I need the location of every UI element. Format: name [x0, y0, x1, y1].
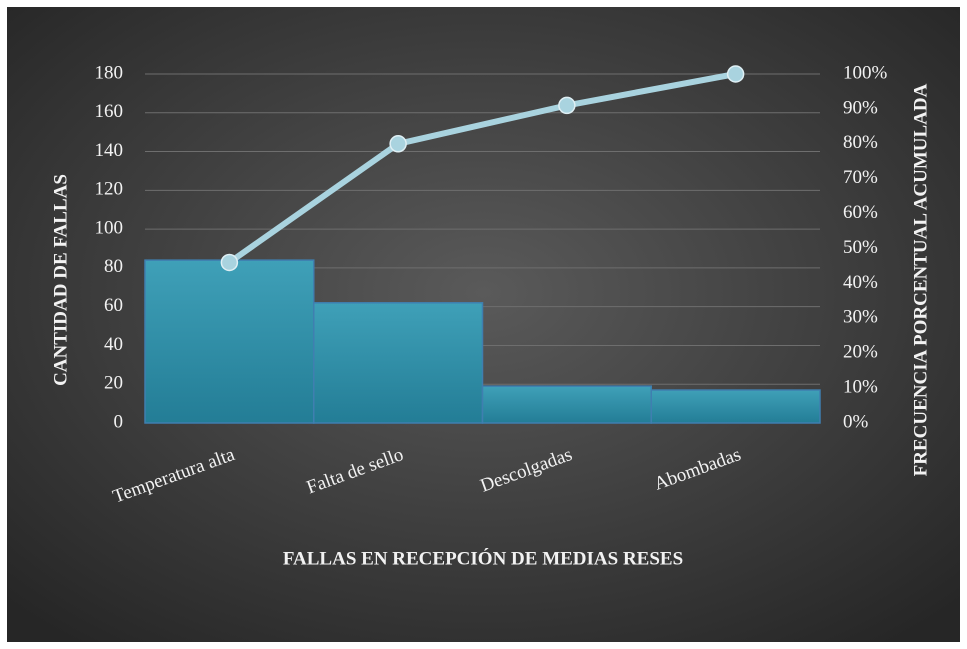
- line-marker: [220, 253, 239, 272]
- y2-tick-label: 90%: [843, 97, 878, 118]
- y-tick-label: 100: [95, 217, 124, 238]
- y2-axis-title: FRECUENCIA PORCENTUAL ACUMULADA: [910, 83, 931, 476]
- y2-tick-label: 50%: [843, 237, 878, 258]
- line: [227, 71, 737, 265]
- y2-tick-label: 60%: [843, 202, 878, 223]
- bar: [313, 302, 484, 424]
- y-tick-label: 80: [104, 256, 123, 277]
- y2-tick-label: 40%: [843, 272, 878, 293]
- y-tick-label: 140: [95, 140, 124, 161]
- y2-tick-label: 100%: [843, 62, 888, 83]
- line-marker: [389, 135, 407, 153]
- y-tick-label: 40: [104, 334, 123, 355]
- x-axis-title: FALLAS EN RECEPCIÓN DE MEDIAS RESES: [283, 547, 683, 569]
- y-tick-label: 60: [104, 295, 123, 316]
- line-marker: [726, 65, 745, 83]
- bar: [144, 259, 315, 424]
- y2-tick-label: 20%: [843, 342, 878, 363]
- y-axis-title: CANTIDAD DE FALLAS: [50, 174, 71, 386]
- y-tick-label: 180: [95, 62, 124, 83]
- bar: [650, 389, 821, 424]
- y2-tick-label: 70%: [843, 167, 878, 188]
- y2-tick-label: 30%: [843, 307, 878, 328]
- line-marker: [558, 96, 576, 115]
- y-tick-label: 120: [95, 179, 124, 200]
- bar: [481, 385, 652, 424]
- y2-tick-label: 80%: [843, 132, 878, 153]
- y2-tick-label: 0%: [843, 411, 869, 432]
- y-tick-label: 160: [95, 101, 124, 122]
- y-tick-label: 20: [104, 373, 123, 394]
- y-tick-label: 0: [114, 411, 124, 432]
- y2-tick-label: 10%: [843, 376, 878, 397]
